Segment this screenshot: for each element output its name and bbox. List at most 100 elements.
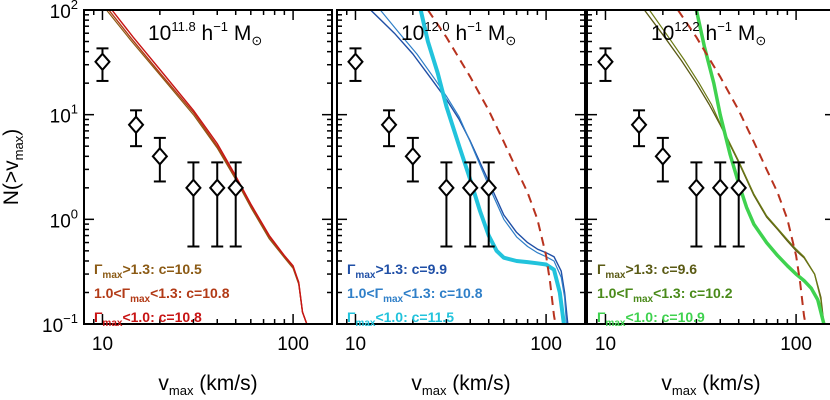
legend-entry-1-2-part-2: <1.3: c=10.8 bbox=[150, 285, 230, 301]
panel-frame-2 bbox=[336, 9, 586, 325]
legend-entry-1-1-part-1: max bbox=[102, 270, 122, 281]
legend-entry-2-3-part-0: Γ bbox=[347, 309, 356, 325]
series-line-2-2 bbox=[379, 10, 568, 324]
y-tick-label-1: 10−1 bbox=[42, 311, 78, 337]
legend-entry-3-2-part-0: 1.0<Γ bbox=[597, 285, 634, 301]
x-axis-title-panel-1: vmax (km/s) bbox=[158, 372, 257, 398]
legend-entry-3-2: 1.0<Γmax<1.3: c=10.2 bbox=[597, 285, 733, 305]
legend-entry-1-1-part-0: Γ bbox=[94, 261, 103, 277]
legend-entry-2-1-part-1: max bbox=[355, 270, 375, 281]
panel-title-2-part-3: −1 bbox=[467, 19, 482, 34]
data-point-1-1 bbox=[94, 52, 111, 72]
legend-entry-2-1-part-2: >1.3: c=9.9 bbox=[375, 261, 447, 277]
x-tick-label-3-1: 10 bbox=[595, 334, 616, 355]
legend-entry-1-3-part-2: <1.0: c=10.8 bbox=[122, 309, 202, 325]
data-point-3-6 bbox=[730, 178, 748, 198]
legend-entry-2-3-part-2: <1.0: c=11.5 bbox=[375, 309, 454, 325]
data-point-1-4 bbox=[185, 178, 202, 198]
legend-entry-3-3-part-1: max bbox=[605, 318, 625, 329]
panel-title-3-part-0: 10 bbox=[651, 22, 674, 45]
x-axis-title-part-2-0: v bbox=[661, 372, 672, 395]
data-point-3-3 bbox=[654, 146, 672, 166]
x-tick-label-1-2: 100 bbox=[277, 334, 309, 355]
y-tick-label-1-part-0: 10 bbox=[42, 316, 63, 337]
legend-entry-2-2: 1.0<Γmax<1.3: c=10.8 bbox=[347, 285, 483, 305]
legend-entry-1-1: Γmax>1.3: c=10.5 bbox=[94, 261, 202, 281]
y-tick-label-4-part-0: 10 bbox=[50, 2, 71, 23]
x-tick-label-2-1-part-0: 10 bbox=[345, 334, 366, 355]
legend-entry-1-3: Γmax<1.0: c=10.8 bbox=[94, 309, 202, 329]
legend-entry-2-2-part-2: <1.3: c=10.8 bbox=[403, 285, 483, 301]
y-tick-label-3-part-0: 10 bbox=[50, 107, 71, 128]
legend-entry-2-1: Γmax>1.3: c=9.9 bbox=[347, 261, 447, 281]
data-point-2-6 bbox=[480, 178, 498, 198]
panel-title-3-part-2: h bbox=[700, 22, 718, 45]
series-line-3-2 bbox=[648, 10, 824, 324]
data-point-3-4 bbox=[688, 178, 705, 198]
series-line-2-3 bbox=[418, 10, 566, 324]
x-axis-title-panel-2: vmax (km/s) bbox=[411, 372, 510, 398]
panel-frame-1 bbox=[83, 9, 333, 325]
x-axis-title-part-1-0: v bbox=[411, 372, 422, 395]
x-axis-title-part-0-2: (km/s) bbox=[193, 372, 257, 395]
data-point-3-5 bbox=[711, 178, 729, 198]
panel-title-1: 1011.8 h−1 M⊙ bbox=[148, 19, 262, 48]
legend-entry-1-3-part-1: max bbox=[102, 318, 122, 329]
legend-entry-3-3-part-0: Γ bbox=[597, 309, 606, 325]
y-tick-label-4-part-1: 2 bbox=[71, 0, 78, 12]
y-tick-label-2-part-0: 10 bbox=[50, 211, 71, 232]
y-tick-label-3: 101 bbox=[50, 102, 78, 128]
x-axis-title-part-0-0: v bbox=[158, 372, 169, 395]
panel-title-3-part-5: ⊙ bbox=[755, 33, 766, 48]
y-tick-label-1-part-1: −1 bbox=[63, 311, 78, 326]
x-tick-label-2-2: 100 bbox=[530, 334, 562, 355]
legend-entry-2-3-part-1: max bbox=[355, 318, 375, 329]
plot-area-3 bbox=[597, 10, 826, 324]
panel-frame-3 bbox=[586, 9, 830, 325]
data-point-2-3 bbox=[404, 146, 422, 166]
x-tick-label-2-2-part-0: 100 bbox=[530, 334, 562, 355]
panel-title-2-part-4: M bbox=[482, 22, 505, 45]
data-point-2-4 bbox=[438, 178, 455, 198]
legend-entry-1-2: 1.0<Γmax<1.3: c=10.8 bbox=[94, 285, 230, 305]
plot-area-2 bbox=[347, 10, 569, 324]
series-line-3-3 bbox=[694, 10, 826, 324]
panel-title-2-part-1: 12.0 bbox=[424, 19, 449, 34]
legend-entry-3-1-part-1: max bbox=[605, 270, 625, 281]
legend-entry-3-1-part-2: >1.3: c=9.6 bbox=[625, 261, 697, 277]
data-point-2-5 bbox=[461, 178, 479, 198]
y-tick-label-3-part-1: 1 bbox=[71, 102, 78, 117]
panel-title-1-part-0: 10 bbox=[148, 22, 171, 45]
x-tick-label-3-1-part-0: 10 bbox=[595, 334, 616, 355]
legend-entry-2-2-part-1: max bbox=[383, 294, 403, 305]
x-tick-label-1-1-part-0: 10 bbox=[92, 334, 113, 355]
data-point-3-2 bbox=[630, 115, 648, 135]
legend-entry-2-3: Γmax<1.0: c=11.5 bbox=[347, 309, 454, 329]
panel-title-3-part-3: −1 bbox=[717, 19, 732, 34]
data-point-3-1 bbox=[597, 52, 614, 72]
dashed-reference-line-3 bbox=[677, 10, 807, 324]
x-axis-title-panel-3: vmax (km/s) bbox=[661, 372, 760, 398]
panel-title-3-part-4: M bbox=[732, 22, 755, 45]
y-axis-title-part-0: N(>v bbox=[0, 160, 23, 205]
panel-title-1-part-1: 11.8 bbox=[171, 19, 195, 34]
legend-entry-3-1-part-0: Γ bbox=[597, 261, 606, 277]
series-line-1-3 bbox=[111, 10, 308, 324]
data-point-1-6 bbox=[227, 178, 245, 198]
data-point-1-3 bbox=[151, 146, 169, 166]
legend-entry-1-3-part-0: Γ bbox=[94, 309, 103, 325]
series-line-2-1 bbox=[370, 10, 569, 324]
panel-title-1-part-3: −1 bbox=[213, 19, 228, 34]
plot-area-1 bbox=[94, 10, 308, 324]
panel-title-1-part-2: h bbox=[196, 22, 214, 45]
panel-title-2: 1012.0 h−1 M⊙ bbox=[401, 19, 516, 48]
x-axis-title-part-1-1: max bbox=[422, 383, 447, 398]
legend-entry-3-1: Γmax>1.3: c=9.6 bbox=[597, 261, 697, 281]
legend-entry-1-2-part-1: max bbox=[130, 294, 150, 305]
y-axis-title-part-2: ) bbox=[0, 129, 23, 136]
data-point-1-2 bbox=[127, 115, 145, 135]
